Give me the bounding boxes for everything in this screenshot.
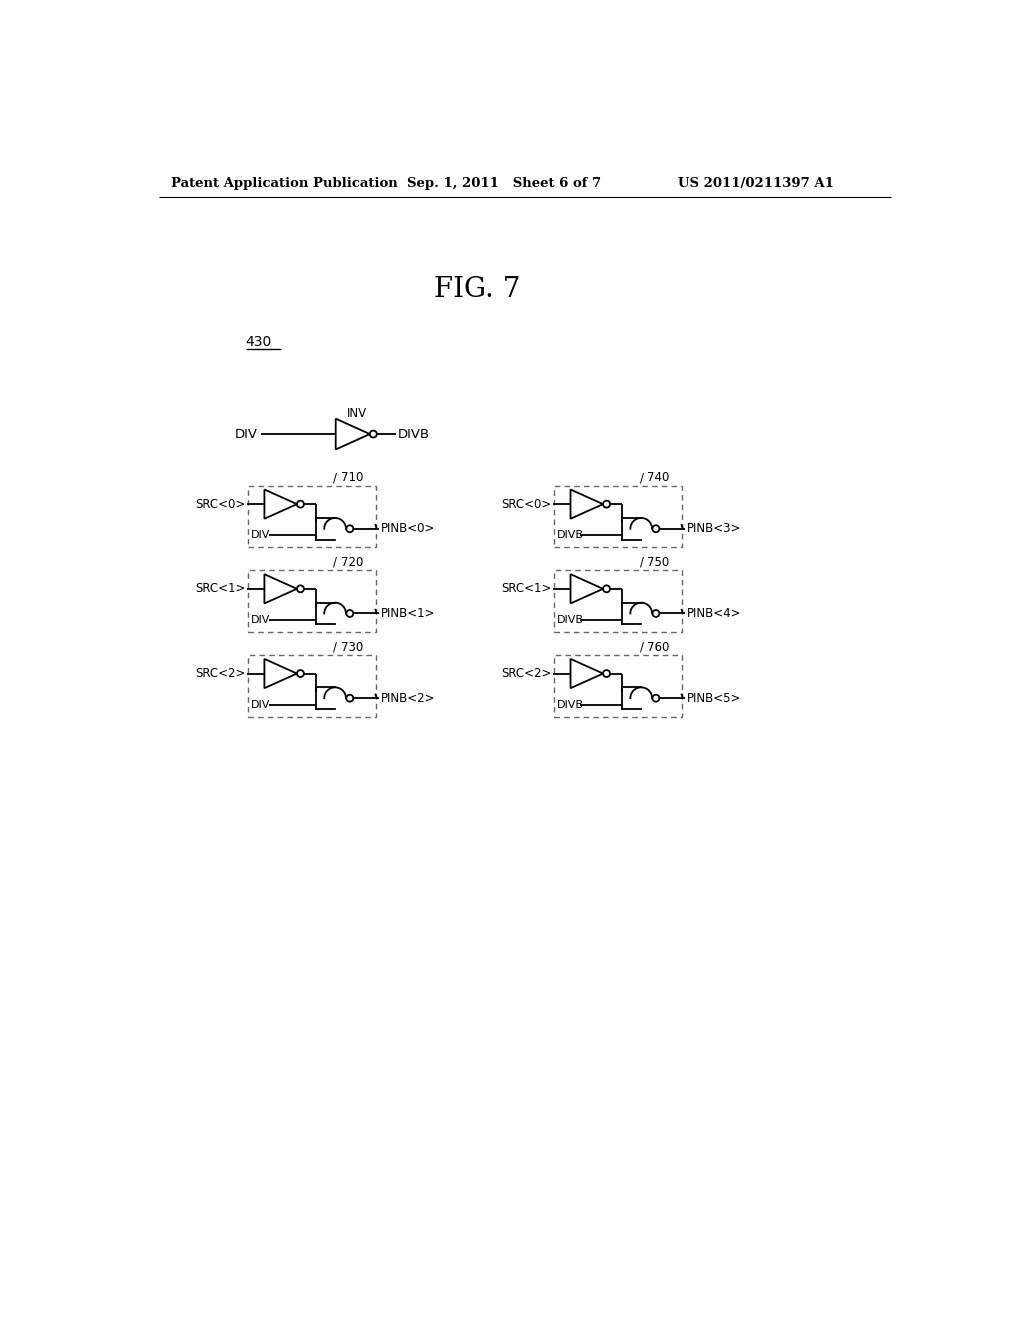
Text: DIV: DIV — [251, 700, 270, 710]
Circle shape — [346, 694, 353, 702]
Circle shape — [603, 500, 610, 508]
Text: SRC<2>: SRC<2> — [502, 667, 552, 680]
Text: FIG. 7: FIG. 7 — [433, 276, 520, 302]
Circle shape — [652, 694, 659, 702]
Text: SRC<0>: SRC<0> — [502, 498, 552, 511]
Circle shape — [297, 671, 304, 677]
Text: PINB<4>: PINB<4> — [687, 607, 741, 620]
Bar — [248, 486, 376, 548]
Circle shape — [346, 610, 353, 616]
Text: 760: 760 — [647, 640, 670, 653]
Text: /: / — [640, 556, 643, 569]
Text: SRC<1>: SRC<1> — [196, 582, 246, 595]
Circle shape — [297, 500, 304, 508]
Text: 740: 740 — [647, 471, 670, 484]
Polygon shape — [315, 517, 346, 540]
Text: 710: 710 — [341, 471, 364, 484]
Text: INV: INV — [346, 407, 367, 420]
Circle shape — [346, 525, 353, 532]
Polygon shape — [622, 688, 652, 709]
Text: /: / — [334, 471, 337, 484]
Text: /: / — [640, 471, 643, 484]
Text: PINB<3>: PINB<3> — [687, 523, 741, 536]
Circle shape — [603, 585, 610, 593]
Polygon shape — [622, 517, 652, 540]
Text: DIV: DIV — [234, 428, 258, 441]
Circle shape — [652, 610, 659, 616]
Text: 750: 750 — [647, 556, 670, 569]
Text: PINB<0>: PINB<0> — [381, 523, 435, 536]
Polygon shape — [315, 603, 346, 624]
Text: /: / — [640, 640, 643, 653]
Polygon shape — [264, 490, 297, 519]
Text: US 2011/0211397 A1: US 2011/0211397 A1 — [678, 177, 835, 190]
Polygon shape — [264, 574, 297, 603]
Polygon shape — [336, 418, 370, 450]
Text: 720: 720 — [341, 556, 364, 569]
Text: DIV: DIV — [251, 615, 270, 624]
Polygon shape — [570, 659, 603, 688]
Text: /: / — [334, 556, 337, 569]
Text: Patent Application Publication: Patent Application Publication — [171, 177, 397, 190]
Polygon shape — [264, 659, 297, 688]
Text: DIV: DIV — [251, 531, 270, 540]
Text: PINB<5>: PINB<5> — [687, 692, 741, 705]
Bar — [248, 570, 376, 632]
Text: DIVB: DIVB — [397, 428, 430, 441]
Text: PINB<2>: PINB<2> — [381, 692, 435, 705]
Circle shape — [370, 430, 377, 437]
Text: SRC<1>: SRC<1> — [502, 582, 552, 595]
Polygon shape — [570, 574, 603, 603]
Text: DIVB: DIVB — [557, 531, 585, 540]
Circle shape — [603, 671, 610, 677]
Polygon shape — [315, 688, 346, 709]
Circle shape — [652, 525, 659, 532]
Circle shape — [297, 585, 304, 593]
Text: DIVB: DIVB — [557, 615, 585, 624]
Text: 430: 430 — [246, 335, 272, 348]
Text: Sep. 1, 2011   Sheet 6 of 7: Sep. 1, 2011 Sheet 6 of 7 — [407, 177, 601, 190]
Polygon shape — [622, 603, 652, 624]
Text: SRC<0>: SRC<0> — [196, 498, 246, 511]
Bar — [554, 570, 682, 632]
Bar — [248, 655, 376, 717]
Text: PINB<1>: PINB<1> — [381, 607, 435, 620]
Text: DIVB: DIVB — [557, 700, 585, 710]
Text: 730: 730 — [341, 640, 364, 653]
Polygon shape — [570, 490, 603, 519]
Bar — [554, 655, 682, 717]
Bar — [554, 486, 682, 548]
Text: /: / — [334, 640, 337, 653]
Text: SRC<2>: SRC<2> — [196, 667, 246, 680]
